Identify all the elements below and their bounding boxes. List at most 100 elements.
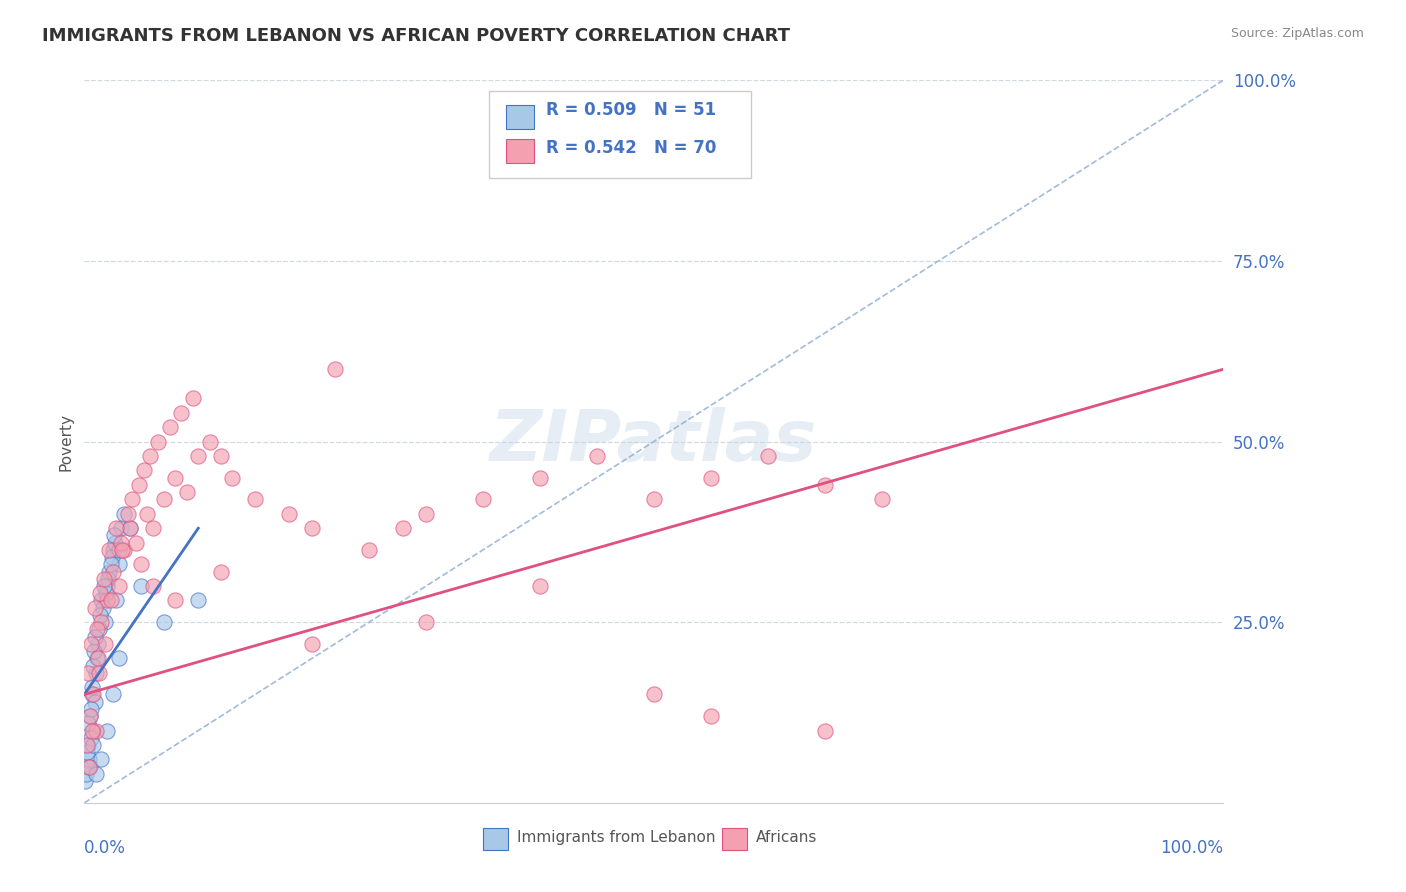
Point [176, 485, 198, 500]
Point [76, 745, 98, 759]
Point [86, 651, 108, 665]
Point [415, 507, 437, 521]
Point [148, 434, 170, 449]
Point [79, 709, 101, 723]
Point [209, 449, 232, 463]
Point [101, 687, 124, 701]
Text: Africans: Africans [756, 830, 818, 845]
Point [110, 521, 132, 535]
Point [104, 535, 127, 549]
Point [100, 593, 122, 607]
Text: 0.0%: 0.0% [84, 838, 127, 857]
Point [89, 623, 111, 637]
Point [93, 572, 115, 586]
Point [756, 449, 779, 463]
Point [170, 406, 193, 420]
Point [142, 521, 165, 535]
Point [89, 586, 111, 600]
Point [77, 716, 100, 731]
Bar [506, 105, 534, 129]
Point [278, 507, 301, 521]
Point [128, 478, 150, 492]
Point [82, 723, 104, 738]
Point [90, 593, 112, 607]
Point [111, 542, 134, 557]
Point [90, 752, 112, 766]
Point [76, 738, 98, 752]
Point [80, 680, 103, 694]
Point [93, 579, 115, 593]
Point [643, 492, 665, 507]
Point [80, 637, 103, 651]
Point [198, 434, 221, 449]
Point [107, 558, 129, 572]
Point [82, 738, 104, 752]
Point [107, 579, 129, 593]
Point [87, 637, 110, 651]
Point [107, 542, 129, 557]
Point [132, 463, 155, 477]
Point [100, 550, 122, 565]
Y-axis label: Poverty: Poverty [58, 412, 73, 471]
Point [96, 579, 118, 593]
Point [323, 362, 346, 376]
Point [159, 420, 181, 434]
Point [82, 687, 104, 701]
Point [75, 767, 97, 781]
Point [76, 665, 98, 680]
Point [700, 471, 723, 485]
Point [221, 471, 243, 485]
Point [94, 586, 117, 600]
Point [124, 535, 146, 549]
Point [103, 528, 125, 542]
Point [94, 637, 117, 651]
Text: IMMIGRANTS FROM LEBANON VS AFRICAN POVERTY CORRELATION CHART: IMMIGRANTS FROM LEBANON VS AFRICAN POVER… [42, 27, 790, 45]
Point [79, 709, 101, 723]
Point [98, 542, 121, 557]
Point [107, 651, 129, 665]
Point [89, 665, 111, 680]
Point [529, 579, 551, 593]
Point [86, 623, 108, 637]
Point [84, 630, 107, 644]
Point [359, 542, 381, 557]
Point [79, 702, 101, 716]
Point [96, 593, 118, 607]
Point [112, 542, 135, 557]
Point [415, 615, 437, 630]
Point [529, 471, 551, 485]
Point [136, 507, 159, 521]
Point [131, 558, 153, 572]
Text: Immigrants from Lebanon: Immigrants from Lebanon [517, 830, 716, 845]
Point [392, 521, 415, 535]
Point [870, 492, 893, 507]
Point [245, 492, 267, 507]
Point [105, 593, 128, 607]
Point [118, 521, 141, 535]
Point [84, 723, 107, 738]
Bar [484, 828, 508, 850]
Point [76, 738, 98, 752]
Point [83, 644, 105, 658]
Point [187, 449, 209, 463]
Point [112, 507, 135, 521]
Point [77, 760, 100, 774]
Point [105, 521, 128, 535]
Point [83, 600, 105, 615]
Point [187, 593, 209, 607]
Point [101, 565, 124, 579]
Point [82, 658, 104, 673]
Point [131, 579, 153, 593]
Point [181, 391, 204, 405]
Point [118, 521, 141, 535]
Point [94, 615, 117, 630]
Point [84, 767, 107, 781]
Point [77, 752, 100, 766]
Point [84, 665, 107, 680]
FancyBboxPatch shape [489, 91, 751, 178]
Point [75, 774, 97, 789]
Point [96, 723, 118, 738]
Point [97, 572, 120, 586]
Text: ZIPatlas: ZIPatlas [491, 407, 817, 476]
Point [165, 471, 187, 485]
